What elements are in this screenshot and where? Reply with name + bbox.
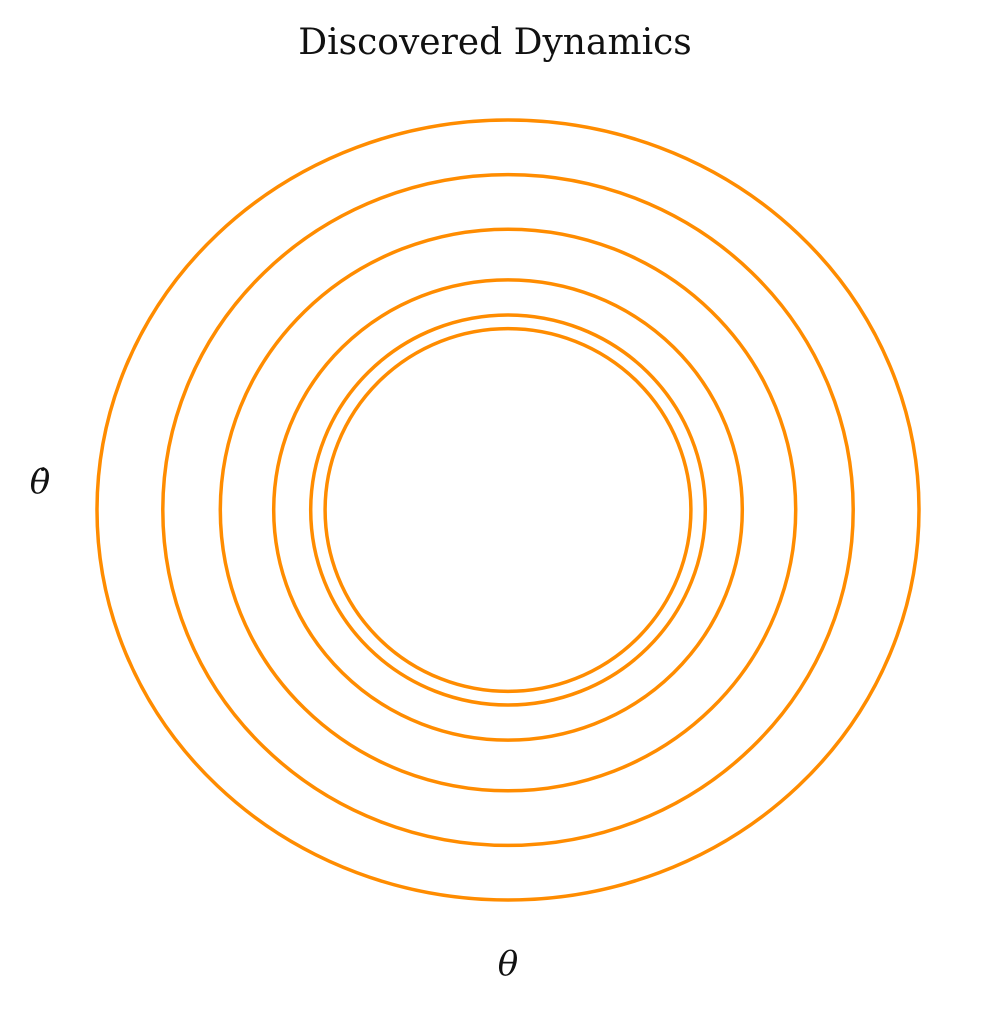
chart-title: Discovered Dynamics [298, 22, 692, 63]
orbit-4 [271, 278, 745, 742]
y-axis-label: θ̇ [29, 462, 51, 502]
orbit-2 [161, 172, 855, 848]
orbit-5 [308, 313, 708, 707]
orbit-6 [323, 326, 693, 694]
x-axis-label: θ [497, 944, 519, 984]
orbit-3 [218, 227, 798, 793]
orbit-1 [95, 118, 921, 902]
